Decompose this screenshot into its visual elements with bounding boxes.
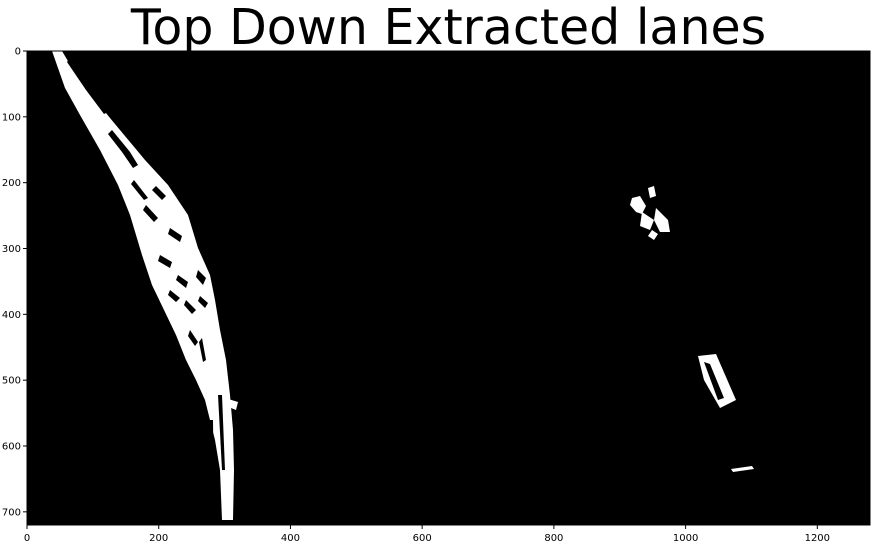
- y-tick-label: 400: [2, 310, 21, 321]
- y-tick-label: 600: [2, 442, 21, 453]
- x-tick-label: 400: [281, 533, 300, 544]
- x-tick-label: 0: [24, 533, 30, 544]
- y-tick-label: 300: [2, 244, 21, 255]
- y-tick-label: 100: [2, 112, 21, 123]
- y-tick-label: 0: [15, 47, 21, 58]
- x-tick-label: 200: [149, 533, 168, 544]
- y-tick-label: 500: [2, 376, 21, 387]
- y-axis: 0 100 200 300 400 500 600 700: [2, 47, 27, 518]
- y-tick-label: 700: [2, 507, 21, 518]
- x-tick-label: 600: [413, 533, 432, 544]
- right-lane-mask: [630, 186, 754, 472]
- y-tick-label: 200: [2, 178, 21, 189]
- x-axis: 0 200 400 600 800 1000 1200: [24, 525, 830, 544]
- x-tick-label: 1000: [673, 533, 698, 544]
- figure-title: Top Down Extracted lanes: [130, 0, 767, 56]
- left-lane-mask: [52, 51, 238, 520]
- x-tick-label: 800: [544, 533, 563, 544]
- x-tick-label: 1200: [805, 533, 830, 544]
- axes-frame: [26, 50, 871, 526]
